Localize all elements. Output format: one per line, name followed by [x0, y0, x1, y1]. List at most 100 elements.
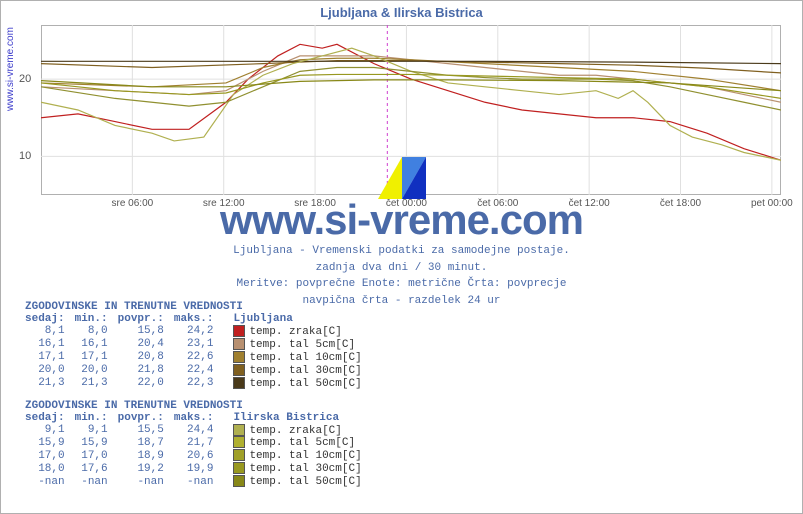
- location-header: Ljubljana: [223, 313, 361, 325]
- table-header: ZGODOVINSKE IN TRENUTNE VREDNOSTI: [25, 301, 362, 313]
- col-header: sedaj:: [25, 313, 75, 325]
- value-cell: 22,0: [118, 377, 174, 390]
- color-swatch-icon: [233, 449, 245, 461]
- value-cell: 9,1: [75, 424, 118, 437]
- col-header: maks.:: [174, 313, 224, 325]
- value-cell: -nan: [174, 475, 224, 488]
- x-tick-label: čet 18:00: [660, 198, 701, 209]
- col-header: povpr.:: [118, 313, 174, 325]
- legend-cell: temp. tal 5cm[C]: [223, 338, 361, 351]
- value-cell: 9,1: [25, 424, 75, 437]
- value-cell: 21,3: [25, 377, 75, 390]
- value-cell: 16,1: [25, 338, 75, 351]
- value-cell: 15,9: [75, 436, 118, 449]
- value-cell: 20,8: [118, 351, 174, 364]
- value-cell: 17,0: [75, 449, 118, 462]
- legend-cell: temp. zraka[C]: [223, 424, 361, 437]
- value-cell: 8,0: [75, 325, 118, 338]
- legend-label: temp. tal 5cm[C]: [249, 339, 355, 351]
- legend-label: temp. zraka[C]: [249, 424, 341, 436]
- x-tick-label: sre 18:00: [294, 198, 336, 209]
- value-cell: 18,0: [25, 462, 75, 475]
- value-cell: 21,8: [118, 364, 174, 377]
- value-cell: 19,2: [118, 462, 174, 475]
- color-swatch-icon: [233, 424, 245, 436]
- legend-cell: temp. tal 10cm[C]: [223, 449, 361, 462]
- legend-cell: temp. tal 10cm[C]: [223, 351, 361, 364]
- table-2: ZGODOVINSKE IN TRENUTNE VREDNOSTI sedaj:…: [25, 400, 362, 489]
- caption-line: Meritve: povprečne Enote: metrične Črta:…: [236, 278, 566, 290]
- col-header: maks.:: [174, 412, 224, 424]
- y-tick-label: 20: [19, 73, 31, 85]
- table-row: 9,19,115,524,4temp. zraka[C]: [25, 424, 362, 437]
- table-row: 18,017,619,219,9temp. tal 30cm[C]: [25, 462, 362, 475]
- value-cell: 20,0: [25, 364, 75, 377]
- value-cell: 17,6: [75, 462, 118, 475]
- value-cell: 15,5: [118, 424, 174, 437]
- color-swatch-icon: [233, 462, 245, 474]
- table-row: 15,915,918,721,7temp. tal 5cm[C]: [25, 436, 362, 449]
- value-cell: 22,4: [174, 364, 224, 377]
- value-cell: 17,1: [25, 351, 75, 364]
- value-cell: 17,1: [75, 351, 118, 364]
- value-cell: 21,7: [174, 436, 224, 449]
- values-table: sedaj:min.:povpr.:maks.:Ilirska Bistrica…: [25, 412, 362, 489]
- legend-cell: temp. tal 50cm[C]: [223, 377, 361, 390]
- legend-cell: temp. tal 5cm[C]: [223, 436, 361, 449]
- value-cell: 18,9: [118, 449, 174, 462]
- values-table: sedaj:min.:povpr.:maks.:Ljubljana8,18,01…: [25, 313, 362, 390]
- page-container: www.si-vreme.com Ljubljana & Ilirska Bis…: [0, 0, 803, 514]
- caption-line: Ljubljana - Vremenski podatki za samodej…: [233, 245, 570, 257]
- table-row: 8,18,015,824,2temp. zraka[C]: [25, 325, 362, 338]
- value-cell: 20,6: [174, 449, 224, 462]
- caption-line: zadnja dva dni / 30 minut.: [316, 262, 488, 274]
- value-cell: 24,4: [174, 424, 224, 437]
- legend-cell: temp. tal 50cm[C]: [223, 475, 361, 488]
- table-row: -nan-nan-nan-nantemp. tal 50cm[C]: [25, 475, 362, 488]
- value-cell: -nan: [75, 475, 118, 488]
- location-header: Ilirska Bistrica: [223, 412, 361, 424]
- color-swatch-icon: [233, 475, 245, 487]
- x-tick-label: čet 06:00: [477, 198, 518, 209]
- table-row: 16,116,120,423,1temp. tal 5cm[C]: [25, 338, 362, 351]
- value-cell: 20,0: [75, 364, 118, 377]
- chart-title: Ljubljana & Ilirska Bistrica: [1, 1, 802, 20]
- color-swatch-icon: [233, 377, 245, 389]
- color-swatch-icon: [233, 436, 245, 448]
- value-cell: 15,8: [118, 325, 174, 338]
- table-row: 20,020,021,822,4temp. tal 30cm[C]: [25, 364, 362, 377]
- x-tick-label: čet 00:00: [386, 198, 427, 209]
- table-header: ZGODOVINSKE IN TRENUTNE VREDNOSTI: [25, 400, 362, 412]
- value-cell: -nan: [118, 475, 174, 488]
- source-url: www.si-vreme.com: [5, 27, 16, 111]
- value-cell: 17,0: [25, 449, 75, 462]
- x-tick-label: sre 06:00: [111, 198, 153, 209]
- legend-label: temp. tal 30cm[C]: [249, 365, 361, 377]
- caption-block: Ljubljana - Vremenski podatki za samodej…: [1, 243, 802, 309]
- table-row: 17,117,120,822,6temp. tal 10cm[C]: [25, 351, 362, 364]
- legend-label: temp. tal 10cm[C]: [249, 450, 361, 462]
- site-logo-icon: [378, 157, 426, 199]
- value-cell: 24,2: [174, 325, 224, 338]
- value-cell: 22,6: [174, 351, 224, 364]
- x-tick-label: čet 12:00: [569, 198, 610, 209]
- color-swatch-icon: [233, 325, 245, 337]
- value-cell: 21,3: [75, 377, 118, 390]
- value-cell: -nan: [25, 475, 75, 488]
- table-1: ZGODOVINSKE IN TRENUTNE VREDNOSTI sedaj:…: [25, 301, 362, 390]
- legend-label: temp. tal 50cm[C]: [249, 378, 361, 390]
- legend-label: temp. tal 30cm[C]: [249, 463, 361, 475]
- legend-label: temp. zraka[C]: [249, 326, 341, 338]
- value-cell: 15,9: [25, 436, 75, 449]
- col-header: min.:: [75, 412, 118, 424]
- col-header: povpr.:: [118, 412, 174, 424]
- legend-label: temp. tal 10cm[C]: [249, 352, 361, 364]
- legend-cell: temp. zraka[C]: [223, 325, 361, 338]
- col-header: min.:: [75, 313, 118, 325]
- legend-cell: temp. tal 30cm[C]: [223, 462, 361, 475]
- value-cell: 22,3: [174, 377, 224, 390]
- legend-label: temp. tal 5cm[C]: [249, 437, 355, 449]
- legend-label: temp. tal 50cm[C]: [249, 476, 361, 488]
- color-swatch-icon: [233, 364, 245, 376]
- value-cell: 16,1: [75, 338, 118, 351]
